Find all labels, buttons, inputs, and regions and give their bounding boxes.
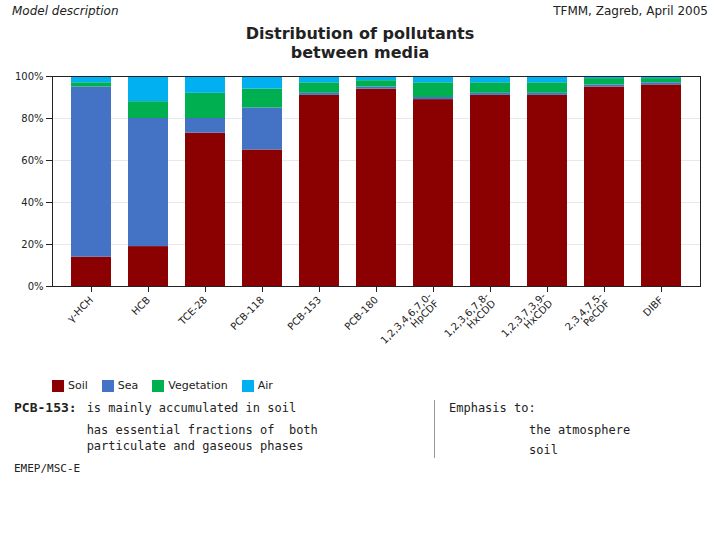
- svg-text:60%: 60%: [21, 155, 43, 166]
- html-text:Soil: Soil: [68, 378, 88, 392]
- svg-text:1,2,3,4,6,7,0-HpCDF: 1,2,3,4,6,7,0-HpCDF: [378, 290, 441, 353]
- svg-text:PCB-153: PCB-153: [285, 294, 323, 332]
- svg-text:100%: 100%: [15, 71, 44, 82]
- html-text:EMEP/MSC-E: EMEP/MSC-E: [14, 462, 81, 475]
- svg-text:PCB-180: PCB-180: [342, 294, 380, 332]
- svg-text:20%: 20%: [21, 239, 43, 250]
- html-text:Emphasis to:: Emphasis to:: [449, 401, 536, 415]
- html-text:Vegetation: Vegetation: [168, 378, 228, 392]
- svg-text:1,2,3,6,7,8-HxCDD: 1,2,3,6,7,8-HxCDD: [442, 290, 498, 346]
- html-text:is mainly accumulated in soil: is mainly accumulated in soil: [86, 401, 297, 415]
- svg-text:TCE-28: TCE-28: [176, 294, 209, 327]
- svg-text:HCB: HCB: [129, 294, 152, 317]
- svg-text:γ-HCH: γ-HCH: [65, 294, 95, 324]
- svg-text:0%: 0%: [28, 281, 44, 292]
- html-text:soil: soil: [529, 443, 558, 457]
- html-text:the atmosphere: the atmosphere: [529, 423, 631, 437]
- html-text:Sea: Sea: [117, 378, 139, 392]
- svg-text:PCB-118: PCB-118: [228, 294, 266, 332]
- svg-text:80%: 80%: [21, 113, 43, 124]
- html-text:has essential fractions of bot: has essential fractions of both particul…: [86, 423, 318, 453]
- svg-text:2,3,4,7,5-PeCDF: 2,3,4,7,5-PeCDF: [563, 290, 612, 339]
- html-text:PCB-153:: PCB-153:: [14, 400, 77, 415]
- svg-text:1,2,3,7,3,9-HxCDD: 1,2,3,7,3,9-HxCDD: [499, 290, 555, 346]
- html-text:Air: Air: [257, 378, 273, 392]
- html-text:TFMM, Zagreb, April 2005: TFMM, Zagreb, April 2005: [553, 4, 708, 18]
- html-text:Model description: Model description: [12, 4, 119, 18]
- svg-text:40%: 40%: [21, 197, 43, 208]
- html-text:Distribution of pollutants bet: Distribution of pollutants between media: [245, 24, 475, 62]
- svg-text:DIBF: DIBF: [641, 294, 665, 318]
